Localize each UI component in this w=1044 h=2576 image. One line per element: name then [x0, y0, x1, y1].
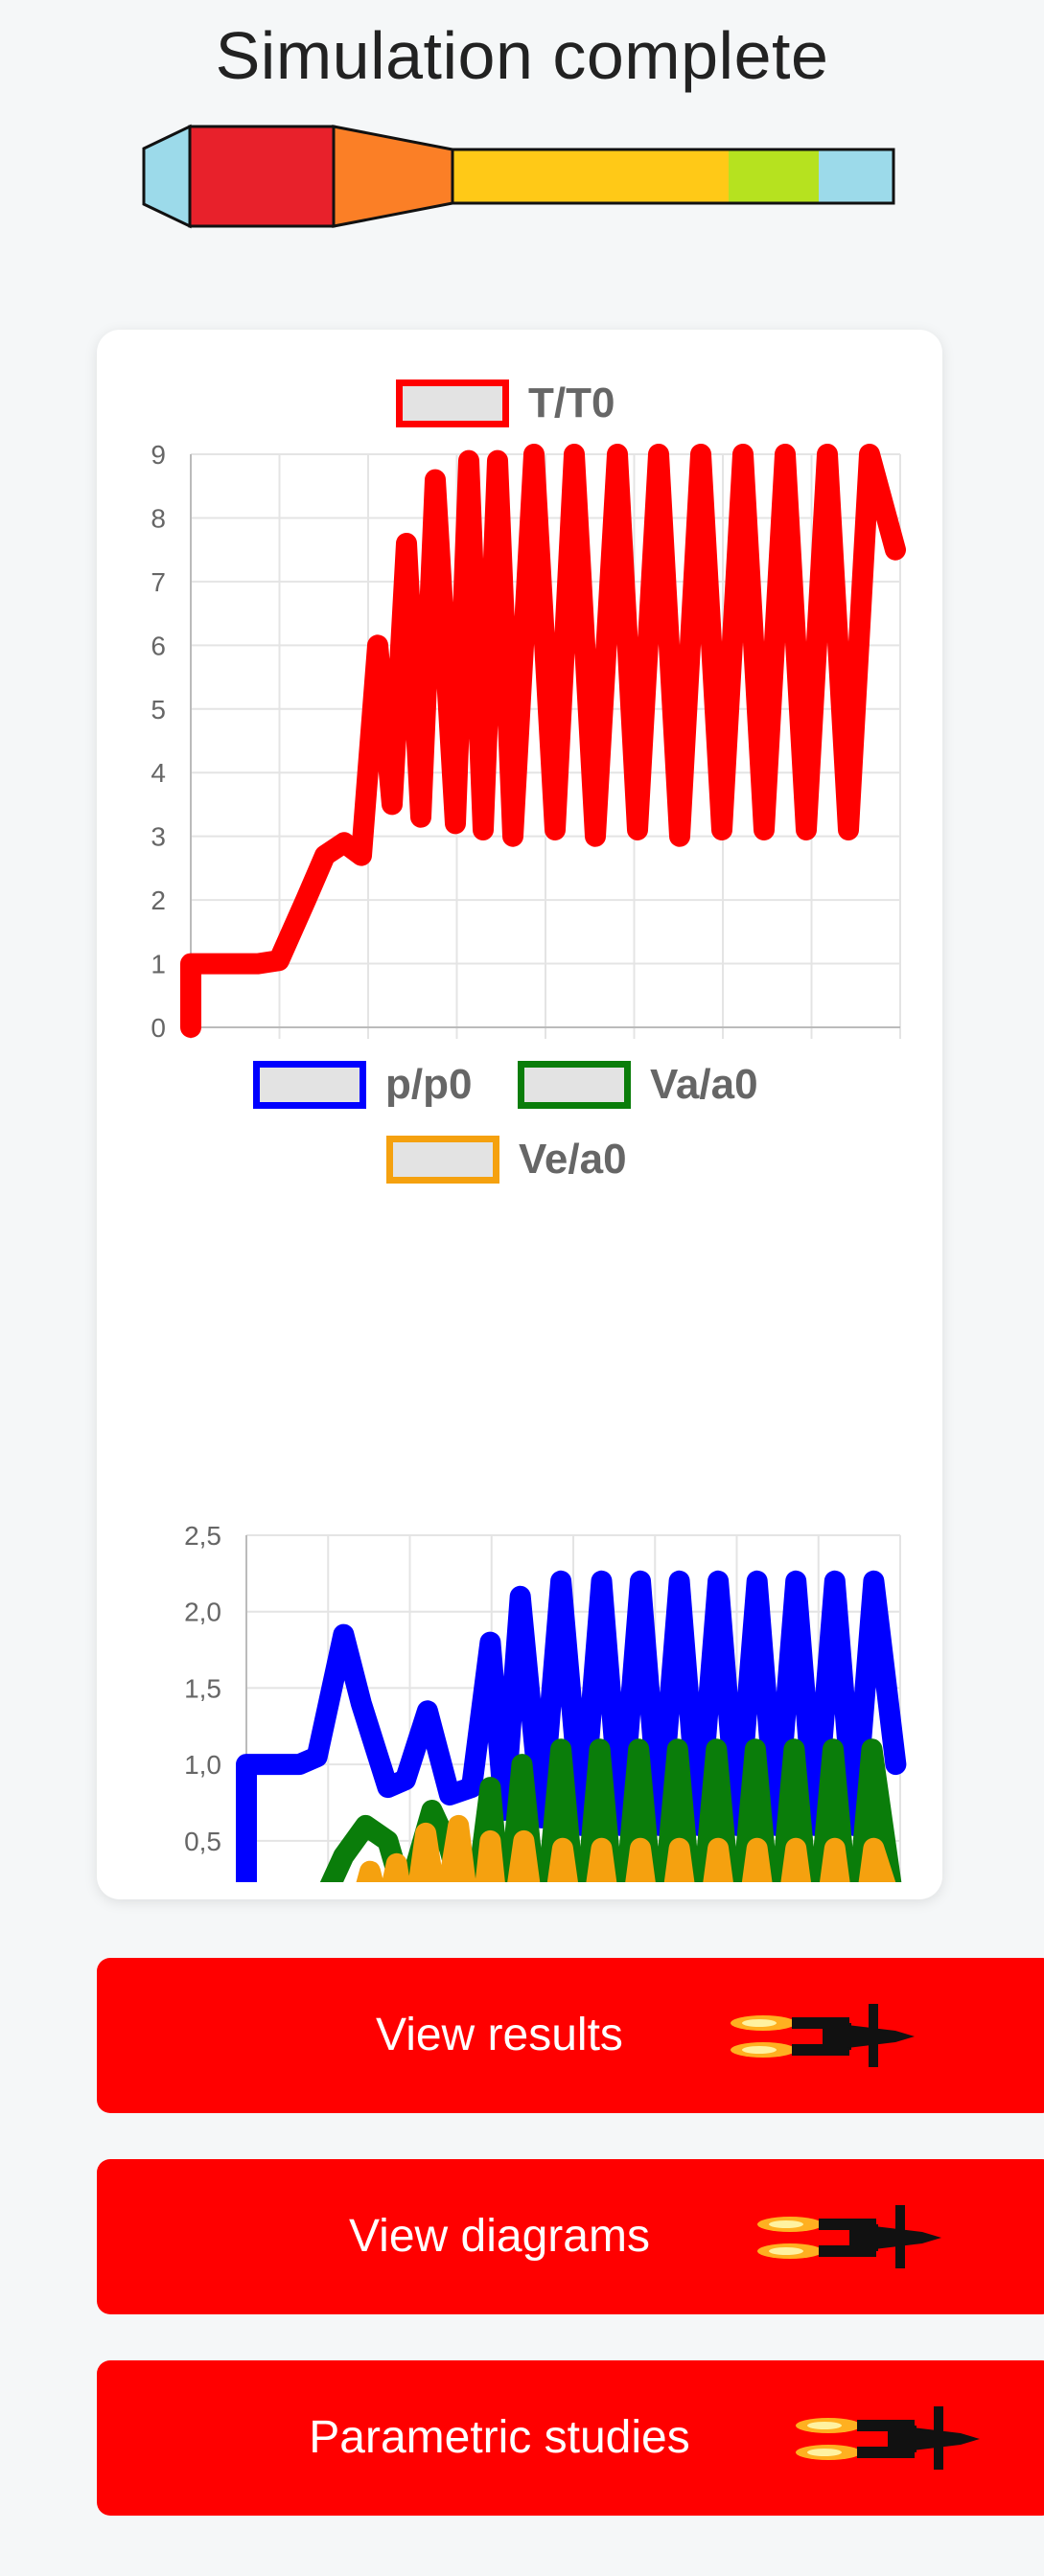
legend-item-va-a0[interactable]: Va/a0	[518, 1061, 758, 1109]
jet-wing	[869, 2004, 878, 2067]
y-tick-label: 2,0	[184, 1598, 221, 1627]
series-line-t-t0	[180, 444, 906, 1038]
jet-body	[823, 2023, 851, 2050]
pulsejet-icon	[757, 2205, 941, 2268]
tube-tailpipe-outline	[451, 148, 895, 205]
jet-wing	[895, 2205, 905, 2268]
tube-diagram	[142, 124, 895, 229]
y-tick-label: 0	[151, 1013, 166, 1039]
view-diagrams-label: View diagrams	[349, 2211, 650, 2262]
legend-label-p-p0: p/p0	[385, 1061, 473, 1108]
y-tick-label: 9	[151, 440, 166, 470]
tube-tailpipe	[452, 150, 729, 203]
legend-swatch-va-a0	[518, 1061, 631, 1109]
y-tick-label: 2,5	[184, 1521, 221, 1551]
temperature-chart: 0 1 2 3 4 5 6 7 8 9	[151, 440, 906, 1039]
tube-outlet	[819, 150, 893, 203]
view-results-button[interactable]: View results	[97, 1958, 1044, 2113]
tube-tailpipe-section	[729, 150, 819, 203]
y-tick-label: 3	[151, 822, 166, 852]
legend-swatch-ve-a0	[386, 1136, 499, 1184]
flame-bottom-core	[769, 2247, 803, 2255]
y-tick-label: 2	[151, 886, 166, 915]
y-tick-label: 7	[151, 567, 166, 597]
flame-top-core	[807, 2422, 842, 2429]
view-diagrams-button[interactable]: View diagrams	[97, 2159, 1044, 2314]
legend-item-ve-a0[interactable]: Ve/a0	[386, 1136, 627, 1184]
tube-converging-section	[332, 125, 454, 228]
page-title: Simulation complete	[215, 18, 829, 93]
parametric-studies-button[interactable]: Parametric studies	[97, 2360, 1044, 2516]
pulsejet-icon	[731, 2004, 915, 2067]
flame-bottom-core	[742, 2046, 777, 2054]
velocity-pressure-chart: −1,0−0,500,51,01,52,02,509.218.427.62536…	[184, 1521, 907, 1882]
series-line-ve-a0	[356, 1814, 896, 1882]
flame-top-core	[742, 2019, 777, 2027]
tube-combustion-chamber	[188, 125, 336, 228]
jet-wing	[934, 2406, 943, 2470]
y-tick-label: 0,5	[184, 1827, 221, 1856]
legend-item-t-t0[interactable]: T/T0	[396, 380, 615, 427]
legend-swatch-p-p0	[253, 1061, 366, 1109]
jet-body	[888, 2426, 916, 2452]
y-tick-label: 1	[151, 950, 166, 979]
y-tick-label: 5	[151, 695, 166, 724]
parametric-studies-label: Parametric studies	[309, 2412, 690, 2463]
legend-swatch-t-t0	[396, 380, 509, 427]
legend-label-va-a0: Va/a0	[650, 1061, 758, 1108]
view-results-label: View results	[376, 2010, 623, 2060]
pulsejet-icon	[796, 2406, 980, 2470]
y-tick-label: 6	[151, 631, 166, 660]
jet-fuselage	[847, 2025, 915, 2048]
legend-label-ve-a0: Ve/a0	[519, 1136, 627, 1183]
y-tick-label: 1,5	[184, 1673, 221, 1703]
series-line-p-p0	[236, 1570, 907, 1882]
flame-top-core	[769, 2220, 803, 2228]
y-tick-label: 1,0	[184, 1750, 221, 1780]
y-tick-label: 4	[151, 758, 166, 788]
jet-fuselage	[913, 2427, 980, 2450]
jet-fuselage	[874, 2226, 941, 2249]
y-tick-label: 8	[151, 503, 166, 533]
tube-inlet	[142, 124, 192, 229]
flame-bottom-core	[807, 2449, 842, 2456]
legend-label-t-t0: T/T0	[528, 380, 615, 426]
jet-body	[849, 2224, 878, 2251]
legend-item-p-p0[interactable]: p/p0	[253, 1061, 472, 1109]
